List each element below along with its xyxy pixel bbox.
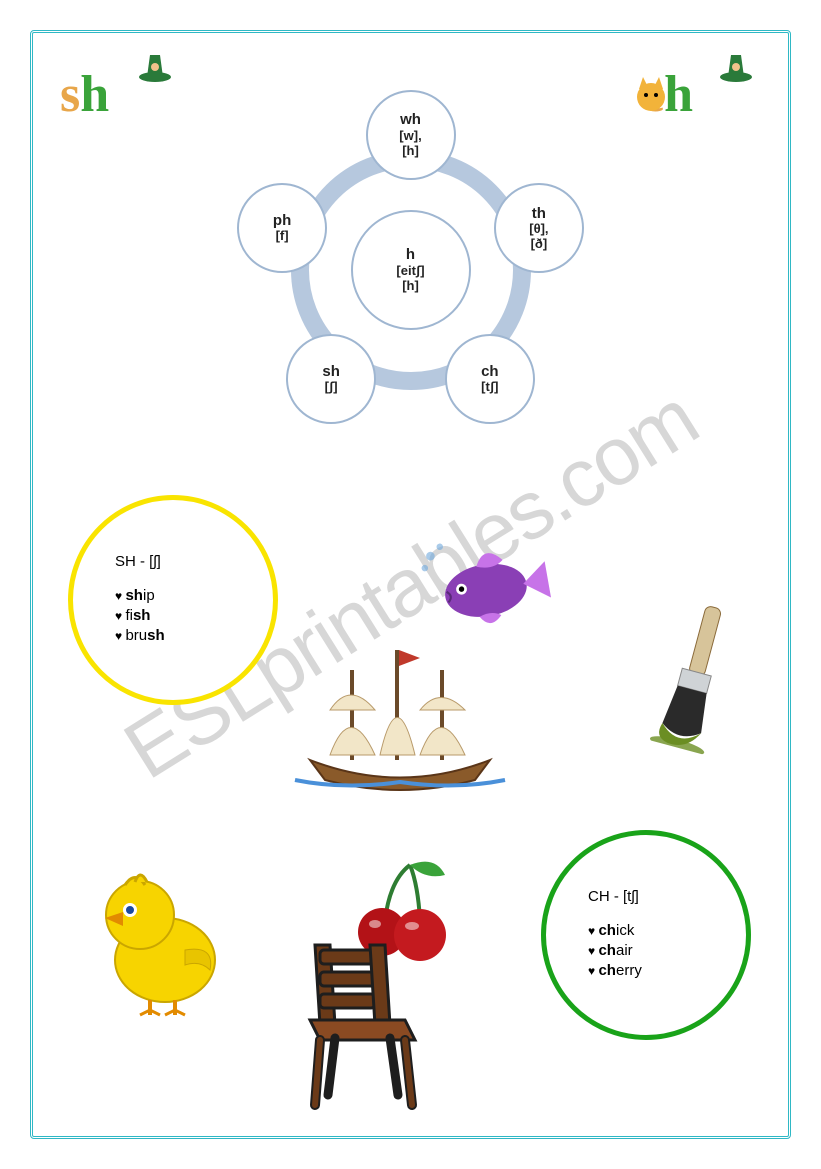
node-line3: [ð]	[531, 237, 548, 252]
node-line1: wh	[400, 111, 421, 128]
corner-logo-sh: sh	[60, 65, 180, 155]
node-line3: [h]	[402, 144, 419, 159]
man-hat-icon	[135, 45, 175, 85]
list-item: brush	[115, 627, 273, 644]
chick-icon	[85, 860, 235, 1020]
diagram-center-node: h [eitʃ] [h]	[351, 210, 471, 330]
diagram-node-sh: sh[ʃ]	[286, 334, 376, 424]
center-line3: [h]	[402, 279, 419, 294]
chair-icon	[280, 930, 430, 1120]
node-line2: [ʃ]	[325, 380, 338, 395]
center-line1: h	[406, 246, 415, 263]
ch-word-list: chick chair cherry	[588, 919, 746, 982]
node-line1: sh	[322, 363, 340, 380]
diagram-node-ph: ph[f]	[237, 183, 327, 273]
node-line2: [tʃ]	[481, 380, 498, 395]
node-line1: ch	[481, 363, 499, 380]
node-line2: [f]	[276, 229, 289, 244]
list-item: fish	[115, 607, 273, 624]
ch-word-circle: CH - [tʃ] chick chair cherry	[541, 830, 751, 1040]
ch-heading: CH - [tʃ]	[588, 888, 746, 905]
list-item: cherry	[588, 962, 746, 979]
node-line2: [w],	[399, 129, 421, 144]
sh-heading: SH - [ʃ]	[115, 553, 273, 570]
corner-logo-ch: ch	[641, 65, 761, 155]
man-hat-icon	[716, 45, 756, 85]
sh-word-list: ship fish brush	[115, 584, 273, 647]
ship-icon	[290, 630, 510, 800]
sh-word-circle: SH - [ʃ] ship fish brush	[68, 495, 278, 705]
phoneme-diagram: h [eitʃ] [h] wh[w],[h]th[θ],[ð]ch[tʃ]sh[…	[231, 90, 591, 450]
node-line1: ph	[273, 212, 291, 229]
letter-h: h	[80, 66, 109, 123]
list-item: ship	[115, 587, 273, 604]
node-line2: [θ],	[529, 222, 548, 237]
cat-icon	[631, 75, 671, 115]
diagram-node-ch: ch[tʃ]	[445, 334, 535, 424]
node-line1: th	[532, 205, 546, 222]
letter-s: s	[60, 66, 80, 123]
list-item: chair	[588, 942, 746, 959]
diagram-node-th: th[θ],[ð]	[494, 183, 584, 273]
diagram-node-wh: wh[w],[h]	[366, 90, 456, 180]
center-line2: [eitʃ]	[396, 264, 424, 279]
list-item: chick	[588, 922, 746, 939]
